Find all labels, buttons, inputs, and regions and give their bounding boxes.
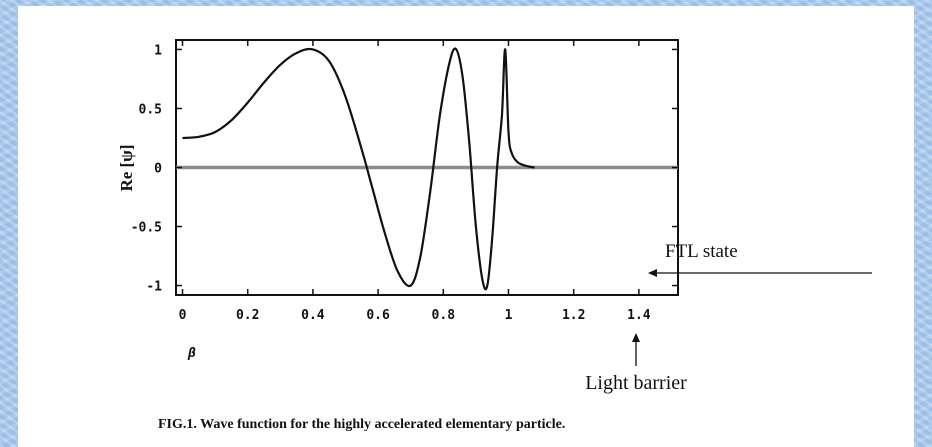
wave-function-curve: [182, 47, 535, 291]
y-tick-group: 1 0.5 0 -0.5 -1: [131, 43, 678, 295]
light-barrier-arrowhead-icon: [632, 333, 640, 342]
x-tick-label: 1.2: [562, 308, 585, 323]
x-tick-label: 0.2: [236, 308, 259, 323]
y-tick-label: 1: [154, 43, 162, 58]
x-tick-label: 1.4: [627, 308, 651, 323]
plot-area: 0 0.2 0.4 0.6 0.8 1 1.2 1.4 1 0.5 0 -0.5 -1: [131, 39, 679, 323]
y-tick-label: -1: [146, 280, 162, 295]
light-barrier-annotation: Light barrier: [585, 333, 687, 394]
y-tick-label: 0: [154, 162, 162, 177]
y-tick-label: -0.5: [131, 221, 162, 236]
y-axis-label: Re [ψ]: [117, 144, 136, 191]
y-tick-label: 0.5: [139, 102, 162, 117]
x-axis-label: β: [187, 346, 196, 361]
x-tick-label: 1: [505, 308, 513, 323]
ftl-state-label: FTL state: [665, 241, 738, 262]
x-tick-label: 0.6: [366, 308, 390, 323]
light-barrier-label: Light barrier: [585, 372, 687, 394]
x-tick-label: 0.8: [432, 308, 456, 323]
ftl-state-annotation: FTL state: [648, 241, 872, 277]
x-tick-group: 0 0.2 0.4 0.6 0.8 1 1.2 1.4: [179, 40, 651, 323]
figure-caption: FIG.1. Wave function for the highly acce…: [158, 417, 565, 432]
ftl-state-arrowhead-icon: [648, 269, 657, 277]
x-tick-label: 0: [179, 308, 187, 323]
x-tick-label: 0.4: [301, 308, 325, 323]
